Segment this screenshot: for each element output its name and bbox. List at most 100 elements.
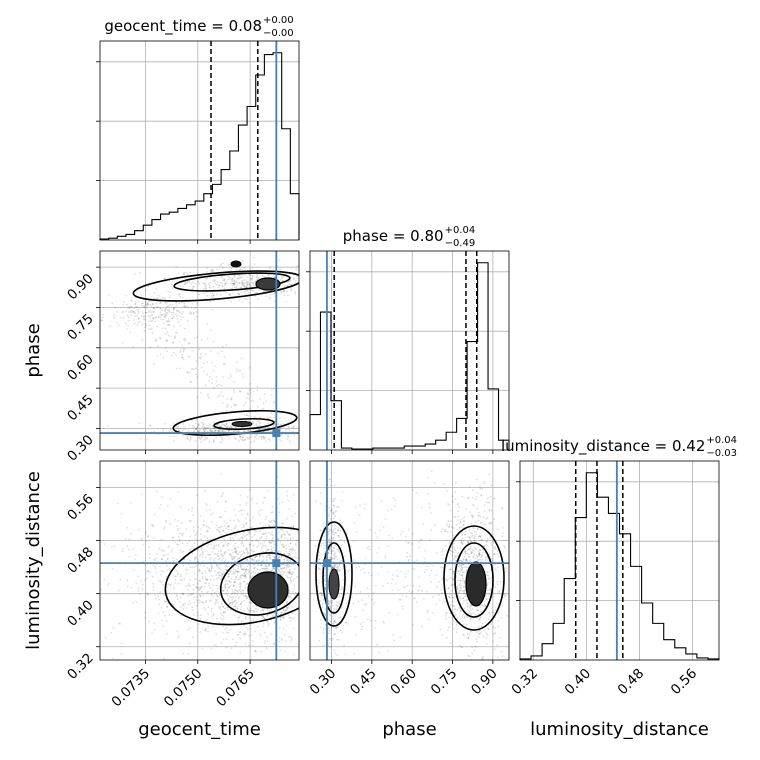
sample-point	[338, 617, 341, 619]
sample-point	[474, 547, 477, 550]
sample-point	[217, 526, 220, 529]
sample-point	[202, 282, 205, 285]
sample-point	[459, 574, 462, 577]
sample-point	[266, 567, 269, 570]
sample-point	[154, 513, 156, 516]
sample-point	[231, 278, 234, 281]
sample-point	[418, 541, 421, 544]
sample-point	[193, 337, 196, 339]
sample-point	[153, 306, 155, 309]
sample-point	[252, 575, 254, 577]
sample-point	[144, 564, 147, 566]
sample-point	[192, 592, 195, 594]
sample-point	[354, 506, 357, 509]
sample-point	[203, 607, 206, 609]
sample-point	[291, 612, 294, 615]
sample-point	[317, 568, 320, 570]
sample-point	[271, 567, 274, 570]
sample-point	[239, 631, 242, 633]
sample-point	[408, 558, 410, 561]
sample-point	[195, 428, 198, 430]
sample-point	[238, 430, 241, 433]
sample-point	[268, 557, 271, 559]
sample-point	[130, 305, 132, 308]
sample-point	[479, 534, 482, 537]
sample-point	[147, 303, 150, 306]
sample-point	[493, 632, 495, 635]
sample-point	[255, 651, 257, 653]
sample-point	[241, 284, 244, 286]
sample-point	[289, 548, 292, 551]
sample-point	[237, 633, 240, 636]
sample-point	[161, 550, 164, 553]
sample-point	[409, 555, 411, 558]
sample-point	[490, 522, 492, 524]
sample-point	[227, 525, 230, 528]
sample-point	[221, 590, 224, 592]
sample-point	[265, 647, 268, 649]
sample-point	[254, 295, 257, 297]
sample-point	[203, 585, 206, 588]
sample-point	[292, 579, 295, 582]
sample-point	[337, 638, 340, 641]
sample-point	[263, 290, 265, 292]
sample-point	[239, 504, 242, 506]
sample-point	[128, 307, 131, 310]
sample-point	[219, 617, 222, 619]
sample-point	[175, 426, 178, 429]
sample-point	[328, 548, 331, 551]
sample-point	[281, 574, 284, 576]
x-tick-label: 0.0750	[161, 666, 206, 711]
sample-point	[246, 513, 249, 516]
sample-point	[501, 526, 504, 529]
sample-point	[214, 279, 217, 282]
sample-point	[235, 269, 238, 271]
sample-point	[271, 511, 274, 514]
sample-point	[262, 567, 264, 570]
sample-point	[288, 571, 291, 574]
sample-point	[458, 566, 460, 568]
sample-point	[192, 281, 194, 284]
sample-point	[479, 631, 482, 634]
sample-point	[421, 625, 423, 628]
sample-point	[265, 440, 267, 443]
sample-point	[462, 589, 465, 592]
sample-point	[329, 605, 331, 607]
sample-point	[474, 613, 477, 616]
sample-point	[142, 560, 145, 563]
sample-point	[185, 528, 188, 530]
sample-point	[273, 540, 275, 543]
sample-point	[212, 294, 215, 297]
sample-point	[247, 429, 250, 432]
sample-point	[499, 637, 502, 639]
sample-point	[236, 277, 239, 280]
sample-point	[234, 286, 236, 289]
sample-point	[253, 263, 256, 266]
sample-point	[223, 280, 226, 283]
sample-point	[333, 567, 336, 569]
sample-point	[204, 629, 207, 632]
sample-point	[290, 606, 293, 608]
sample-point	[278, 438, 281, 441]
sample-point	[247, 571, 250, 574]
sample-point	[207, 543, 210, 545]
sample-point	[204, 609, 207, 611]
sample-point	[423, 571, 426, 573]
sample-point	[226, 594, 229, 597]
sample-point	[204, 556, 207, 559]
sample-point	[328, 629, 331, 632]
sample-point	[162, 356, 165, 359]
sample-point	[255, 437, 258, 440]
sample-point	[273, 295, 276, 297]
sample-point	[504, 594, 507, 597]
sample-point	[205, 437, 208, 439]
sample-point	[384, 555, 386, 557]
sample-point	[478, 618, 480, 621]
sample-point	[331, 500, 334, 503]
sample-point	[337, 529, 339, 532]
sample-point	[294, 292, 297, 295]
sample-point	[280, 567, 283, 570]
sample-point	[483, 629, 486, 631]
sample-point	[477, 636, 480, 638]
sample-point	[252, 390, 255, 392]
